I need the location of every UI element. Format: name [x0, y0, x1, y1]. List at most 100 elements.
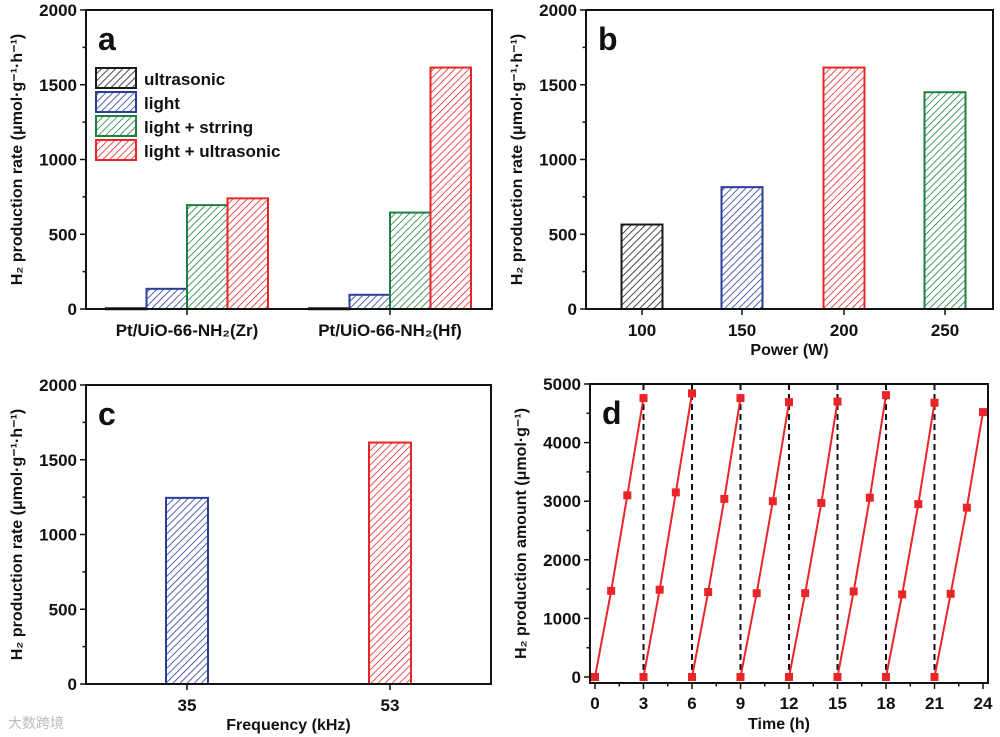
x-tick-label: 250 [931, 321, 959, 340]
data-point [607, 586, 616, 595]
y-tick-label: 2000 [539, 1, 577, 20]
data-point [639, 673, 648, 681]
bar-53 [368, 441, 412, 685]
data-point [979, 408, 987, 417]
cycle-line-8 [933, 411, 984, 678]
data-point [833, 673, 842, 681]
y-axis-label: H₂ production rate (μmol·g⁻¹·h⁻¹) [9, 34, 26, 286]
y-axis-label: H₂ production rate (μmol·g⁻¹·h⁻¹) [509, 34, 526, 286]
data-point [930, 398, 939, 407]
cycle-line-3 [691, 397, 742, 678]
x-tick-label: 15 [828, 694, 847, 713]
x-tick-label: 9 [736, 694, 745, 713]
panel-letter: a [98, 21, 116, 57]
bar-light-strring-1 [389, 211, 432, 310]
data-point [671, 488, 680, 497]
y-tick-label: 1000 [543, 609, 581, 628]
data-point [623, 491, 632, 500]
legend-label: ultrasonic [144, 70, 225, 89]
bar-light-strring-0 [186, 204, 229, 310]
data-point [833, 397, 842, 406]
legend-swatch [95, 91, 137, 113]
plot-frame [589, 383, 989, 684]
data-point [882, 391, 890, 400]
y-tick-label: 2000 [39, 1, 77, 20]
y-tick-label: 4000 [543, 434, 581, 453]
y-tick-label: 1500 [39, 76, 77, 95]
x-axis-label: Time (h) [748, 716, 810, 733]
cycle-line-5 [788, 401, 839, 678]
data-point [704, 588, 713, 597]
legend-label: light + ultrasonic [144, 142, 281, 161]
data-point [688, 673, 696, 681]
data-point [785, 398, 793, 407]
x-tick-label: 100 [628, 321, 656, 340]
x-tick-label: 35 [178, 696, 197, 715]
watermark: 大数跨境 [8, 715, 64, 731]
panel-d: 0 1000 2000 3000 4000 5000 H₂ production amoun… [513, 375, 993, 733]
data-point [865, 493, 874, 502]
x-tick-label: 3 [639, 694, 648, 713]
data-point [882, 673, 890, 681]
panel-b: 0 500 1000 1500 2000 H₂ production rate (μmol… [509, 1, 994, 359]
data-point [930, 673, 939, 681]
panel-a: 0 500 1000 1500 2000 H₂ production rate (μmol… [9, 1, 493, 340]
bar-light-ultrasonic-1 [429, 66, 472, 311]
y-axis-label: H₂ production amount (μmol·g⁻¹) [513, 408, 530, 659]
panel-letter: d [602, 395, 622, 431]
bar-150 [720, 186, 764, 310]
plot-frame [85, 384, 492, 685]
y-axis-label: H₂ production rate (μmol·g⁻¹·h⁻¹) [9, 409, 26, 661]
y-tick-label: 1000 [39, 151, 77, 170]
data-point [785, 673, 793, 681]
bar-250 [923, 91, 967, 310]
panel-letter: b [598, 21, 618, 57]
bar-100 [620, 223, 664, 310]
plot-frame [85, 9, 493, 310]
data-point [688, 389, 696, 398]
y-tick-label: 500 [49, 600, 77, 619]
data-point [946, 589, 955, 598]
x-tick-label: 24 [974, 694, 993, 713]
bar-light-0 [145, 287, 188, 311]
x-axis-label: Frequency (kHz) [226, 717, 350, 734]
y-tick-label: 500 [549, 225, 577, 244]
y-tick-label: 5000 [543, 375, 581, 394]
y-tick-label: 2000 [543, 551, 581, 570]
y-tick-label: 0 [68, 300, 77, 319]
data-point [655, 585, 664, 594]
x-tick-label: Pt/UiO-66-NH₂(Hf) [318, 321, 462, 340]
legend-swatch [95, 115, 137, 137]
data-point [591, 673, 599, 681]
y-tick-label: 1500 [539, 76, 577, 95]
panel-letter: c [98, 396, 116, 432]
cycle-line-4 [739, 402, 790, 678]
data-point [768, 497, 777, 506]
y-tick-label: 2000 [39, 376, 77, 395]
y-tick-label: 0 [572, 668, 581, 687]
legend-label: light + strring [144, 118, 253, 137]
x-tick-label: 0 [590, 694, 599, 713]
x-tick-label: 150 [728, 321, 756, 340]
x-tick-label: 18 [877, 694, 896, 713]
data-point [736, 673, 745, 681]
x-axis-label: Power (W) [750, 342, 828, 359]
x-tick-label: 200 [830, 321, 858, 340]
data-point [736, 394, 745, 403]
y-tick-label: 1500 [39, 451, 77, 470]
data-point [962, 503, 971, 512]
data-point [720, 494, 729, 503]
data-point [817, 498, 826, 507]
legend-label: light [144, 94, 180, 113]
x-tick-label: 21 [925, 694, 944, 713]
bar-200 [822, 66, 866, 311]
panel-c: 0 500 1000 1500 2000 H₂ production rate (μmol… [9, 376, 492, 734]
data-point [898, 590, 907, 599]
cycle-line-1 [594, 397, 645, 678]
legend-swatch [95, 139, 137, 161]
data-point [639, 394, 648, 403]
y-tick-label: 500 [49, 225, 77, 244]
y-tick-label: 1000 [539, 151, 577, 170]
x-tick-label: 12 [780, 694, 799, 713]
